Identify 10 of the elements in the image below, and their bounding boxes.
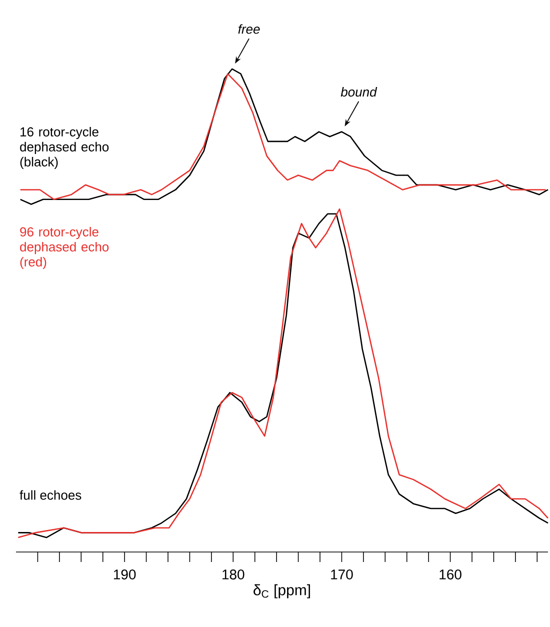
series-label: 16 rotor-cycle dephased echo (black) [20,126,109,170]
annotation: full echoes [20,490,82,500]
text: 96 rotor-cycle dephased echo (red) [20,226,109,270]
x-tick-label: 170 [331,570,353,580]
x-tick-label: 180 [222,570,244,580]
annotation: free [238,24,260,34]
x-tick-label: 190 [114,570,136,580]
x-axis-title: δ$_{C}$ [ppm] [254,584,310,598]
x-tick-label: 160 [440,570,462,580]
annotation: bound [340,87,378,97]
